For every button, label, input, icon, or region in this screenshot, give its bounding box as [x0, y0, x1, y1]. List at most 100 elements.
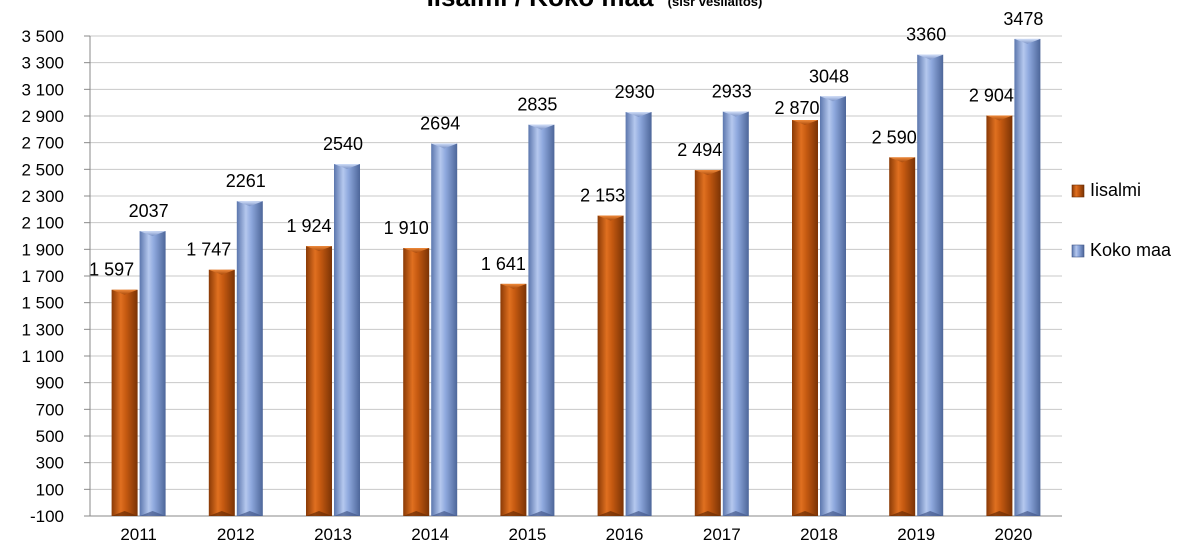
bar	[208, 269, 235, 516]
legend-item: Iisalmi	[1071, 180, 1141, 200]
bar	[889, 157, 916, 517]
bar-cap	[917, 54, 944, 60]
bar-cap	[306, 246, 332, 252]
x-tick-label: 2017	[703, 525, 741, 543]
bar-base	[917, 511, 944, 516]
bar-cap	[1014, 38, 1041, 44]
data-label: 2 494	[677, 140, 722, 160]
bar-base	[139, 511, 166, 516]
data-label: 1 924	[286, 216, 331, 236]
bar	[1014, 38, 1041, 516]
x-tick-label: 2020	[994, 525, 1032, 543]
bar	[722, 111, 749, 516]
y-tick-label: 2 500	[21, 160, 64, 179]
bar-base	[694, 511, 721, 516]
bar-cap	[431, 143, 458, 149]
bar-cap	[500, 283, 527, 289]
bar-base	[986, 511, 1013, 516]
y-tick-label: 2 700	[21, 134, 64, 153]
y-tick-label: 700	[36, 400, 64, 419]
legend-label: Iisalmi	[1090, 180, 1141, 200]
y-tick-label: 2 300	[21, 187, 64, 206]
bar	[792, 120, 818, 516]
chart-subtitle-text: (sisr vesilaitos)	[668, 0, 763, 9]
bar-cap	[403, 248, 430, 253]
bar-base	[792, 511, 818, 516]
bar-cap	[208, 269, 235, 275]
data-label: 3478	[1003, 9, 1043, 29]
bar-body	[236, 201, 263, 516]
y-tick-label: 3 500	[21, 27, 64, 46]
bar-body	[208, 269, 235, 516]
bar-base	[403, 511, 430, 516]
bar-cap	[820, 96, 846, 102]
bar-base	[528, 511, 555, 516]
bar-base	[1014, 511, 1041, 516]
y-tick-label: 300	[36, 454, 64, 473]
chart-title: Iisalmi / Koko maa (sisr vesilaitos)	[427, 0, 763, 12]
bar-cap	[139, 231, 166, 237]
bar-body	[403, 248, 430, 516]
data-label: 2930	[615, 82, 655, 102]
y-tick-label: 3 300	[21, 54, 64, 73]
bar-base	[500, 511, 527, 516]
bar-cap	[694, 170, 721, 176]
bar-base	[306, 511, 332, 516]
bar-body	[917, 54, 944, 517]
data-label: 1 747	[186, 240, 231, 260]
x-tick-label: 2018	[800, 525, 838, 543]
bar	[403, 248, 430, 516]
y-tick-label: 2 100	[21, 214, 64, 233]
y-tick-label: 2 900	[21, 107, 64, 126]
data-label: 3048	[809, 66, 849, 86]
bar-cap	[986, 115, 1013, 121]
bar-base	[208, 511, 235, 516]
bar-body	[500, 283, 527, 516]
x-tick-label: 2016	[606, 525, 644, 543]
bar-base	[820, 511, 846, 516]
bar-base	[334, 511, 360, 516]
bar-body	[722, 111, 749, 516]
data-label: 2 870	[774, 98, 819, 118]
bars	[111, 38, 1041, 517]
bar	[306, 246, 332, 516]
bar-cap	[792, 120, 818, 125]
gridlines	[90, 35, 1062, 517]
data-label: 2694	[420, 113, 460, 133]
legend-label: Koko maa	[1090, 240, 1172, 260]
bar	[625, 112, 652, 516]
bar	[500, 283, 527, 516]
bar-body	[986, 115, 1013, 516]
bar-body	[528, 124, 555, 517]
x-tick-label: 2019	[897, 525, 935, 543]
chart-title-text: Iisalmi / Koko maa	[427, 0, 654, 12]
bar	[986, 115, 1013, 516]
data-label: 1 910	[384, 218, 429, 238]
bar-body	[694, 170, 721, 516]
bar-base	[597, 511, 624, 516]
bar	[236, 201, 263, 516]
data-label: 1 641	[481, 254, 526, 274]
bar-body	[306, 246, 332, 516]
legend-item: Koko maa	[1071, 240, 1172, 260]
bar-body	[431, 143, 458, 516]
data-label: 1 597	[89, 260, 134, 280]
data-label: 2540	[323, 134, 363, 154]
bar	[694, 170, 721, 516]
y-tick-label: 1 300	[21, 320, 64, 339]
x-tick-label: 2013	[314, 525, 352, 543]
bar-cap	[111, 289, 138, 295]
bar-body	[139, 231, 166, 517]
bar-body	[111, 289, 138, 516]
bar-base	[625, 511, 652, 516]
bar-cap	[889, 157, 916, 163]
bar-cap	[722, 111, 749, 117]
x-tick-label: 2015	[508, 525, 546, 543]
y-tick-label: 100	[36, 480, 64, 499]
y-tick-label: -100	[30, 507, 64, 526]
y-tick-label: 3 100	[21, 80, 64, 99]
bar	[597, 215, 624, 516]
x-tick-label: 2012	[217, 525, 255, 543]
legend-swatch	[1071, 184, 1085, 198]
